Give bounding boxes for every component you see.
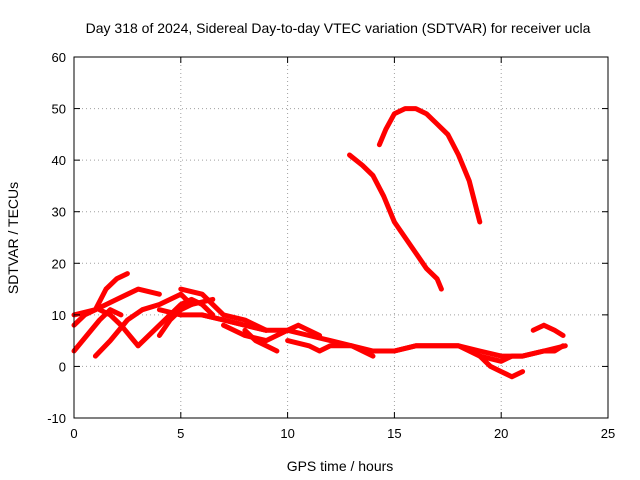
axis-ticks: 0 5 10 15 20 25 -10 0 10 20 30 40 50 60 bbox=[47, 50, 615, 441]
y-axis-label: SDTVAR / TECUs bbox=[5, 182, 21, 294]
x-tick-label: 20 bbox=[494, 426, 508, 441]
x-axis-label: GPS time / hours bbox=[287, 458, 394, 474]
x-tick-label: 0 bbox=[70, 426, 77, 441]
x-tick-label: 5 bbox=[177, 426, 184, 441]
series-arc-11 bbox=[221, 322, 323, 344]
series-arc-16 bbox=[530, 322, 566, 338]
series-arc-7 bbox=[156, 296, 216, 338]
y-tick-label: 50 bbox=[52, 102, 66, 117]
series-arc-18 bbox=[376, 106, 483, 225]
series-arc-3 bbox=[71, 286, 162, 318]
y-tick-label: 60 bbox=[52, 50, 66, 65]
series-arc-5 bbox=[97, 307, 141, 349]
x-tick-label: 10 bbox=[280, 426, 294, 441]
x-tick-label: 25 bbox=[601, 426, 615, 441]
y-tick-label: 10 bbox=[52, 308, 66, 323]
data-series bbox=[71, 106, 568, 380]
series-arc-4 bbox=[92, 291, 194, 359]
plot-frame bbox=[73, 56, 609, 419]
series-arc-2 bbox=[71, 307, 124, 354]
series-arc-6 bbox=[135, 296, 216, 349]
series-arc-1 bbox=[71, 271, 130, 328]
series-arc-13 bbox=[285, 338, 376, 359]
y-tick-label: -10 bbox=[47, 411, 66, 426]
series-arc-10 bbox=[199, 312, 568, 359]
x-tick-label: 15 bbox=[387, 426, 401, 441]
y-tick-label: 0 bbox=[59, 359, 66, 374]
series-arc-9 bbox=[178, 286, 269, 333]
y-tick-label: 40 bbox=[52, 153, 66, 168]
series-arc-15 bbox=[477, 343, 566, 364]
y-tick-label: 20 bbox=[52, 256, 66, 271]
chart-title: Day 318 of 2024, Sidereal Day-to-day VTE… bbox=[86, 20, 591, 36]
y-tick-label: 30 bbox=[52, 205, 66, 220]
series-arc-17 bbox=[347, 152, 444, 292]
series-arc-12 bbox=[242, 327, 280, 354]
grid bbox=[74, 57, 608, 418]
